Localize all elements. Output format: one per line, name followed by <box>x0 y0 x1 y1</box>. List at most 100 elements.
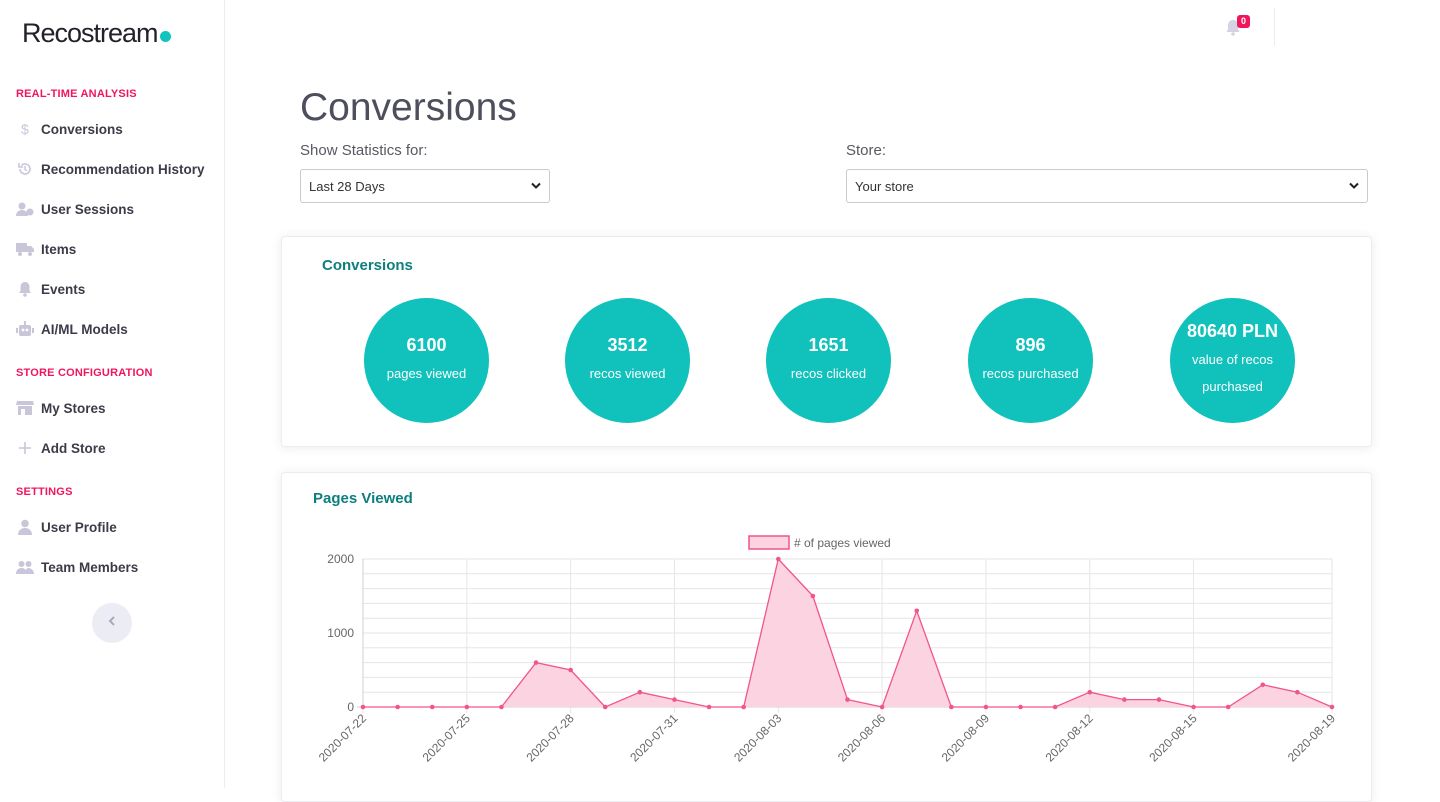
sidebar-item-label: Team Members <box>41 559 139 575</box>
sidebar-item-ai-ml-models[interactable]: AI/ML Models <box>16 318 128 340</box>
data-point <box>706 704 712 710</box>
dollar-icon: $ <box>16 121 34 137</box>
x-tick-label: 2020-08-15 <box>1146 711 1200 765</box>
stat-value: 896 <box>1015 334 1046 355</box>
stats-period-select[interactable]: Last 28 Days <box>300 169 550 203</box>
stat-circle-recos-purchased: 896 recos purchased <box>968 298 1093 423</box>
x-tick-label: 2020-08-06 <box>835 711 889 765</box>
stat-circle-recos-clicked: 1651 recos clicked <box>766 298 891 423</box>
chart-legend[interactable]: # of pages viewed <box>748 535 891 550</box>
data-point <box>983 704 989 710</box>
sidebar: Recostream REAL-TIME ANALYSIS $ Conversi… <box>0 0 225 788</box>
data-point <box>775 556 781 562</box>
sidebar-item-add-store[interactable]: Add Store <box>16 437 106 459</box>
data-point <box>1295 689 1300 695</box>
stats-period-label: Show Statistics for: <box>300 142 428 159</box>
stat-value: 3512 <box>607 334 648 355</box>
robot-icon <box>16 321 34 337</box>
store-icon <box>16 400 34 416</box>
sidebar-item-label: User Sessions <box>41 201 135 217</box>
stat-value: 80640 PLN <box>1186 321 1279 341</box>
sidebar-item-label: Events <box>41 281 86 297</box>
chart-y-ticks: 0 1000 2000 <box>327 552 354 714</box>
legend-label: # of pages viewed <box>794 536 891 550</box>
sidebar-item-label: Items <box>41 241 77 257</box>
stat-label: pages viewed <box>386 365 467 381</box>
topbar-divider <box>1274 8 1275 46</box>
users-icon <box>16 559 34 575</box>
chevron-left-icon <box>107 614 117 632</box>
sidebar-item-label: AI/ML Models <box>41 321 128 337</box>
data-point <box>1087 689 1093 695</box>
x-tick-label: 2020-07-28 <box>523 711 577 765</box>
data-point <box>1052 704 1058 710</box>
y-tick-label: 0 <box>347 700 354 714</box>
x-tick-label: 2020-07-25 <box>420 711 474 765</box>
data-point <box>429 704 435 710</box>
sidebar-item-label: My Stores <box>41 400 106 416</box>
section-title-store-configuration: STORE CONFIGURATION <box>16 367 153 379</box>
x-tick-label: 2020-07-22 <box>316 711 370 765</box>
pages-viewed-card-title: Pages Viewed <box>313 490 413 507</box>
stat-label: recos viewed <box>589 365 666 381</box>
data-point <box>1191 704 1196 710</box>
y-tick-label: 2000 <box>327 552 354 566</box>
data-point <box>1225 704 1231 710</box>
user-icon <box>16 519 34 535</box>
data-point <box>1018 704 1023 710</box>
data-point <box>499 704 504 710</box>
sidebar-item-conversions[interactable]: $ Conversions <box>16 118 123 140</box>
logo-dot <box>159 31 171 42</box>
notifications-button[interactable] <box>1224 18 1242 36</box>
conversions-card-title: Conversions <box>322 257 413 274</box>
store-value: Your store <box>855 178 914 194</box>
sidebar-item-recommendation-history[interactable]: Recommendation History <box>16 158 205 180</box>
data-point <box>637 689 643 695</box>
data-point <box>1156 697 1162 702</box>
chart-x-ticks: 2020-07-22 2020-07-25 2020-07-28 2020-07-31… <box>316 711 1339 765</box>
data-point <box>949 704 954 710</box>
sidebar-item-user-sessions[interactable]: User Sessions <box>16 198 134 220</box>
svg-text:$: $ <box>21 121 29 137</box>
chevron-down-icon <box>531 182 541 189</box>
chevron-down-icon <box>1349 182 1359 189</box>
sidebar-item-team-members[interactable]: Team Members <box>16 556 138 578</box>
data-point <box>1260 682 1266 688</box>
plus-icon <box>16 440 34 456</box>
stat-label: value of recos purchased <box>1192 352 1273 394</box>
brand-name: Recostream <box>22 18 159 48</box>
sidebar-item-my-stores[interactable]: My Stores <box>16 397 106 419</box>
brand-logo[interactable]: Recostream <box>22 18 171 49</box>
conversions-card: Conversions 6100 pages viewed 3512 recos… <box>281 236 1372 447</box>
stat-label: recos purchased <box>982 365 1079 381</box>
sidebar-item-events[interactable]: Events <box>16 278 85 300</box>
sidebar-item-label: Add Store <box>41 440 106 456</box>
stat-circle-pages-viewed: 6100 pages viewed <box>364 298 489 423</box>
data-point <box>741 704 746 710</box>
legend-swatch <box>748 535 790 550</box>
stat-value: 1651 <box>808 334 849 355</box>
x-tick-label: 2020-08-19 <box>1285 711 1339 765</box>
data-point <box>1329 704 1335 710</box>
data-point <box>360 704 366 710</box>
x-tick-label: 2020-07-31 <box>627 711 681 765</box>
store-select[interactable]: Your store <box>846 169 1368 203</box>
sidebar-item-label: Recommendation History <box>41 161 205 177</box>
bell-icon <box>1224 20 1242 40</box>
data-point <box>1122 697 1127 702</box>
data-point <box>672 697 677 702</box>
data-point <box>464 704 470 710</box>
section-title-real-time-analysis: REAL-TIME ANALYSIS <box>16 88 137 100</box>
x-tick-label: 2020-08-12 <box>1043 711 1097 765</box>
sidebar-item-label: Conversions <box>41 121 123 137</box>
data-point <box>810 593 816 599</box>
x-tick-label: 2020-08-09 <box>939 711 993 765</box>
page-title: Conversions <box>300 86 517 129</box>
data-point <box>568 667 573 673</box>
store-label: Store: <box>846 142 887 159</box>
sidebar-collapse-button[interactable] <box>92 603 132 643</box>
stats-period-value: Last 28 Days <box>309 178 385 194</box>
sidebar-item-items[interactable]: Items <box>16 238 76 260</box>
data-point <box>533 660 539 665</box>
sidebar-item-user-profile[interactable]: User Profile <box>16 516 117 538</box>
